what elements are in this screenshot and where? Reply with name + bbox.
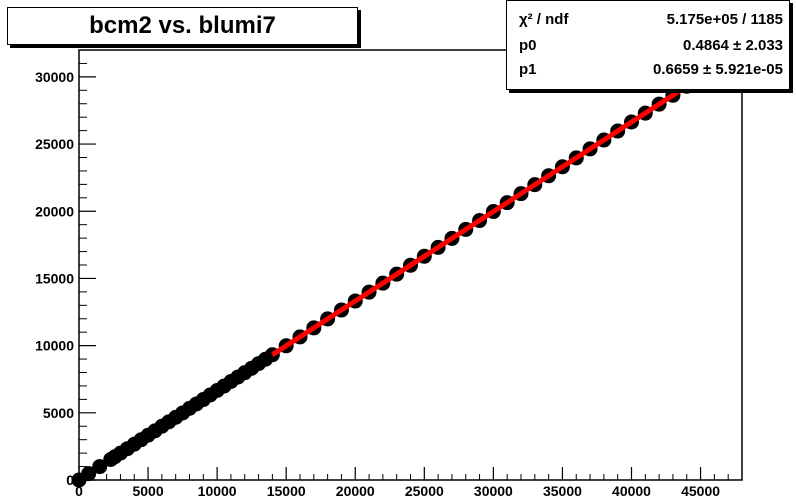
x-tick-label: 5000 (132, 483, 163, 499)
y-tick-label: 20000 (35, 203, 74, 219)
y-tick-label: 5000 (43, 405, 74, 421)
y-tick-label: 25000 (35, 136, 74, 152)
x-tick-label: 15000 (267, 483, 306, 499)
chart-title: bcm2 vs. blumi7 (89, 12, 276, 39)
fit-stats-box: χ² / ndf 5.175e+05 / 1185 p0 0.4864 ± 2.… (506, 0, 790, 90)
p1-label: p1 (519, 61, 537, 78)
x-tick-label: 10000 (198, 483, 237, 499)
p0-value: 0.4864 ± 2.033 (683, 37, 783, 54)
stats-row-p0: p0 0.4864 ± 2.033 (507, 34, 789, 56)
y-tick-label: 30000 (35, 69, 74, 85)
fit-line (271, 79, 696, 357)
x-tick-label: 45000 (681, 483, 720, 499)
y-tick-label: 0 (66, 472, 74, 488)
chi2-label: χ² / ndf (519, 11, 569, 28)
x-tick-label: 0 (75, 483, 83, 499)
y-tick-label: 15000 (35, 270, 74, 286)
stats-row-p1: p1 0.6659 ± 5.921e-05 (507, 58, 789, 80)
stats-row-chi2: χ² / ndf 5.175e+05 / 1185 (507, 8, 789, 30)
fit-line-layer (271, 79, 696, 357)
chi2-value: 5.175e+05 / 1185 (666, 11, 783, 28)
x-tick-label: 35000 (543, 483, 582, 499)
y-tick-label: 10000 (35, 338, 74, 354)
data-point (92, 459, 108, 475)
axis-ticks: 0 5000 10000 15000 20000 25000 30000 35000 40000… (35, 49, 743, 499)
p0-label: p0 (519, 37, 537, 54)
x-tick-label: 20000 (336, 483, 375, 499)
x-tick-label: 40000 (612, 483, 651, 499)
data-point (81, 466, 97, 482)
x-tick-label: 25000 (405, 483, 444, 499)
x-tick-label: 30000 (474, 483, 513, 499)
chart-title-box: bcm2 vs. blumi7 (7, 7, 358, 45)
p1-value: 0.6659 ± 5.921e-05 (652, 61, 783, 78)
